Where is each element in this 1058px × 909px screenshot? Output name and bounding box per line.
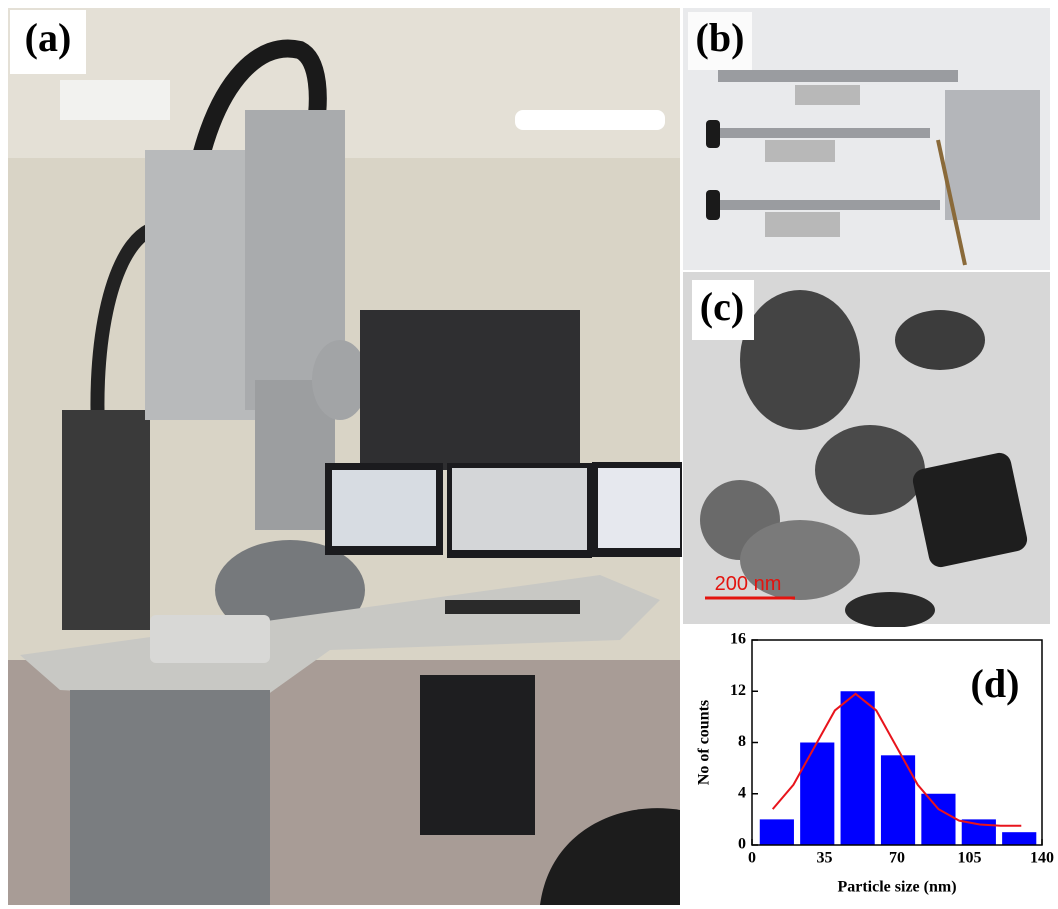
bar	[800, 743, 834, 846]
bar	[962, 819, 996, 845]
panel-label: (b)	[696, 15, 745, 60]
bar	[881, 755, 915, 845]
y-tick-label: 8	[738, 733, 746, 750]
x-tick-label: 70	[889, 850, 905, 867]
annotation: (d)	[971, 661, 1020, 706]
bar	[1002, 832, 1036, 845]
panel-label: (a)	[25, 15, 72, 60]
figure: (a) (b) (c) 200 nm 0 4 8 12 16 0 35 70 105 140 (d)…	[0, 0, 1058, 909]
y-tick-label: 4	[738, 784, 746, 801]
x-tick-label: 35	[817, 850, 833, 867]
x-tick-label: 105	[958, 850, 982, 867]
y-tick-label: 12	[730, 682, 746, 699]
page: (a) (b) (c) 200 nm 0 4 8 12 16 0 35 70 105 140 (d)…	[0, 0, 1058, 909]
bar	[921, 794, 955, 845]
photo-a	[8, 8, 682, 905]
bar	[841, 691, 875, 845]
x-tick-label: 0	[748, 850, 756, 867]
y-tick-label: 16	[730, 631, 746, 648]
bar	[760, 819, 794, 845]
panel-label: (c)	[700, 284, 744, 329]
x-axis-label: Particle size (nm)	[837, 879, 956, 896]
y-axis-label: No of counts	[696, 700, 713, 785]
y-tick-label: 0	[738, 836, 746, 853]
x-tick-label: 140	[1030, 850, 1054, 867]
scale-bar-label: 200 nm	[715, 573, 782, 595]
